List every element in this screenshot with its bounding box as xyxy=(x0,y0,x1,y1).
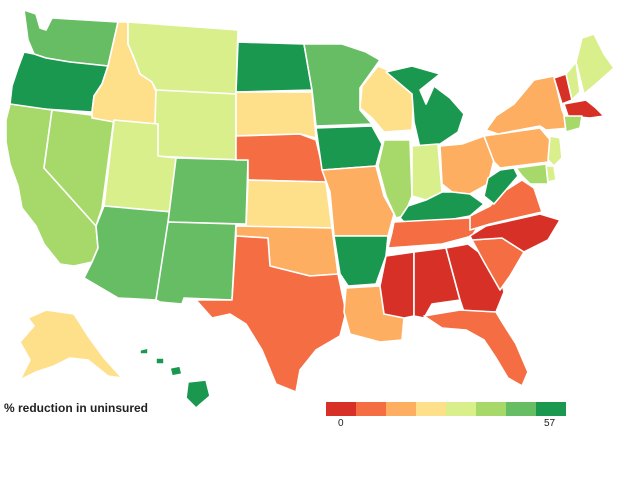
state-wv[interactable] xyxy=(483,167,519,205)
state-sd[interactable] xyxy=(235,91,317,139)
legend-title: % reduction in uninsured xyxy=(4,401,149,415)
state-nm[interactable] xyxy=(155,221,237,305)
state-ny[interactable] xyxy=(485,75,571,135)
state-pa[interactable] xyxy=(483,127,553,169)
legend-swatch xyxy=(536,402,566,416)
state-ct[interactable] xyxy=(563,115,583,133)
state-ar[interactable] xyxy=(333,235,389,287)
state-wy[interactable] xyxy=(153,89,237,161)
legend-swatch xyxy=(326,402,356,416)
state-nh[interactable] xyxy=(565,61,581,101)
state-ga[interactable] xyxy=(445,243,505,313)
state-nj[interactable] xyxy=(547,135,563,167)
legend-swatch xyxy=(506,402,536,416)
state-ia[interactable] xyxy=(315,125,383,171)
state-ak[interactable] xyxy=(19,309,123,381)
state-mi[interactable] xyxy=(385,65,465,149)
legend-swatch xyxy=(356,402,386,416)
state-in[interactable] xyxy=(411,143,443,201)
legend-color-scale xyxy=(326,402,566,416)
state-ks[interactable] xyxy=(245,179,333,229)
state-ms[interactable] xyxy=(379,251,415,319)
state-me[interactable] xyxy=(575,33,615,95)
legend-min-label: 0 xyxy=(338,418,344,429)
legend-swatch xyxy=(446,402,476,416)
state-hi[interactable] xyxy=(139,347,211,409)
state-ne[interactable] xyxy=(235,133,327,183)
state-nc[interactable] xyxy=(469,213,561,253)
state-tx[interactable] xyxy=(195,235,347,393)
state-co[interactable] xyxy=(167,157,249,225)
state-mn[interactable] xyxy=(303,43,381,127)
state-fl[interactable] xyxy=(423,309,529,387)
legend-max-label: 57 xyxy=(544,418,556,429)
state-nd[interactable] xyxy=(235,41,313,93)
legend-swatch xyxy=(476,402,506,416)
state-md[interactable] xyxy=(515,163,549,185)
legend-swatch xyxy=(416,402,446,416)
legend-swatch xyxy=(386,402,416,416)
state-mo[interactable] xyxy=(321,165,395,237)
